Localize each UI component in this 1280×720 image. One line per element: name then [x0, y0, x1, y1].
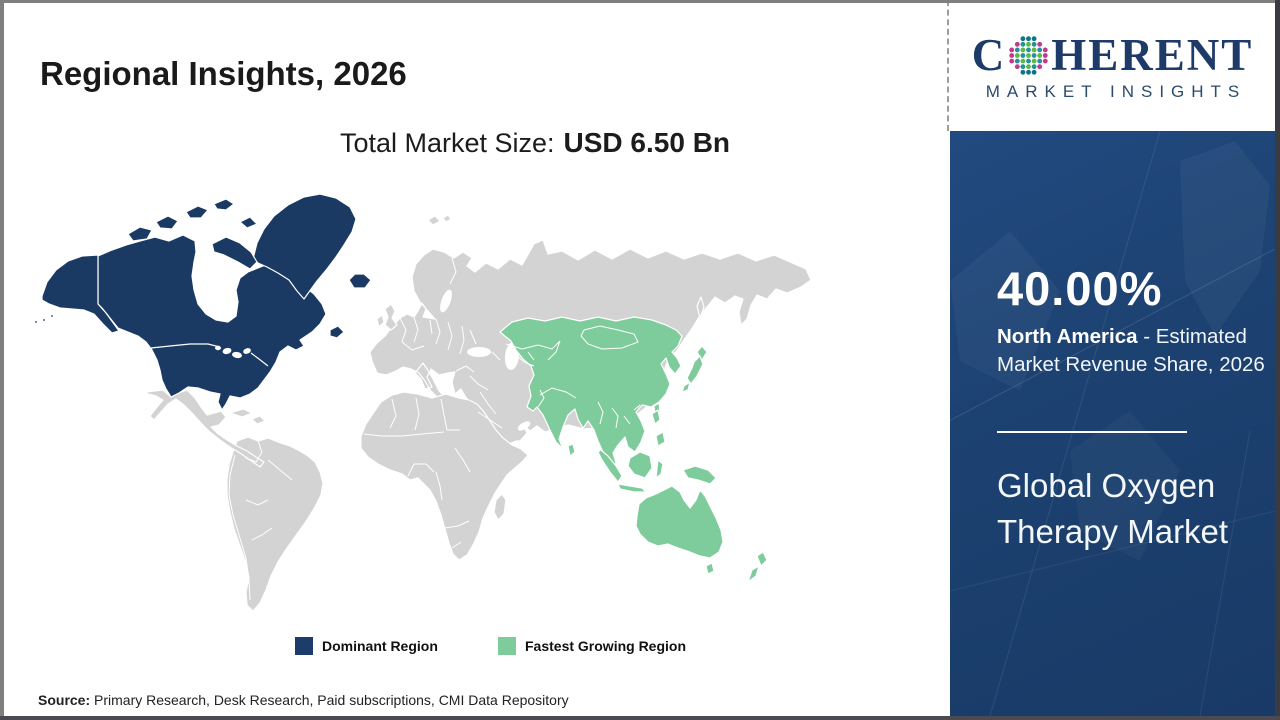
total-market-size: Total Market Size: USD 6.50 Bn	[120, 127, 950, 159]
brand-prefix: C	[971, 29, 1007, 80]
frame-border-top	[0, 0, 1280, 3]
great-lake	[222, 347, 232, 355]
frame-border-bottom	[0, 716, 1280, 720]
dominant-region-swatch	[295, 637, 313, 655]
brand-suffix: HERENT	[1051, 29, 1254, 80]
philippines-mindanao-shape	[655, 431, 666, 447]
arctic-island-shape	[127, 226, 153, 242]
map-legend: Dominant Region Fastest Growing Region	[0, 637, 950, 659]
aleutian-islet	[41, 317, 47, 323]
asia-mainland-shape	[499, 316, 683, 472]
page-title: Regional Insights, 2026	[40, 55, 407, 93]
dominant-region-label: Dominant Region	[322, 638, 438, 654]
alaska-shape	[41, 254, 120, 334]
newfoundland-shape	[329, 325, 345, 339]
great-lake	[243, 348, 251, 354]
japan-honshu-shape	[686, 355, 704, 385]
dotted-globe-icon	[1009, 35, 1048, 75]
north-america-details	[150, 343, 269, 367]
new-guinea-shape	[682, 465, 717, 485]
madagascar-shape	[493, 493, 507, 521]
aleutian-islet	[33, 319, 39, 325]
persian-gulf	[517, 421, 531, 431]
brand-wordmark: C HERENT	[971, 29, 1254, 80]
great-lake	[232, 351, 242, 359]
brand-tagline: MARKET INSIGHTS	[985, 81, 1247, 101]
highlight-sidebar: 40.00% North America - Estimated Market …	[950, 131, 1275, 716]
ireland-shape	[376, 314, 385, 328]
australia-shape	[635, 485, 724, 559]
philippines-luzon-shape	[651, 409, 661, 425]
legend-item-dominant: Dominant Region	[295, 637, 438, 655]
baffin-island-shape	[211, 236, 258, 270]
fastest-growing-region-label: Fastest Growing Region	[525, 638, 687, 654]
arctic-island-shape	[239, 216, 258, 229]
japan-kyushu-shape	[681, 381, 691, 393]
region-name: North America	[997, 325, 1138, 348]
country-borders	[228, 257, 503, 601]
tasmania-shape	[705, 562, 715, 575]
new-zealand-south-shape	[747, 565, 760, 583]
dashed-divider	[947, 0, 949, 131]
st-lawrence-border	[250, 352, 269, 367]
arctic-island-shape	[155, 215, 179, 230]
ellesmere-island-shape	[185, 205, 209, 219]
world-map	[33, 193, 812, 612]
source-text: Primary Research, Desk Research, Paid su…	[90, 692, 569, 708]
java-shape	[617, 483, 647, 493]
baltic-sea	[440, 289, 452, 313]
uk-shape	[384, 303, 398, 331]
region-north-america	[33, 193, 372, 411]
sumatra-shape	[597, 449, 623, 483]
brand-logo: C HERENT MARKET INSIGHTS	[950, 3, 1275, 131]
canada-usa-shape	[97, 234, 327, 411]
svalbard-shape	[427, 215, 441, 226]
sidebar-divider	[997, 431, 1187, 433]
mexico-central-america-shape	[145, 389, 265, 468]
source-label: Source:	[38, 692, 91, 708]
aleutian-islet	[49, 313, 55, 319]
legend-item-fastest-growing: Fastest Growing Region	[498, 637, 686, 655]
africa-shape	[360, 391, 529, 561]
greenland-shape	[252, 193, 357, 300]
source-line: Source: Primary Research, Desk Research,…	[38, 692, 569, 708]
fastest-growing-region-swatch	[498, 637, 516, 655]
asia-country-borders	[505, 325, 641, 429]
frame-border-right	[1275, 0, 1280, 720]
cuba-shape	[229, 408, 253, 418]
total-market-size-label: Total Market Size:	[339, 128, 555, 158]
arctic-islet-shape	[442, 214, 452, 223]
total-market-size-value: USD 6.50 Bn	[563, 127, 731, 158]
share-description-text: - Estimated Market Revenue Share, 2026	[997, 325, 1265, 376]
sidebar-texture	[950, 131, 1275, 716]
region-asia-pacific	[499, 316, 768, 583]
us-canada-border	[150, 343, 221, 349]
market-name: Global Oxygen Therapy Market	[997, 467, 1229, 550]
arctic-island-shape	[213, 198, 235, 211]
new-zealand-north-shape	[756, 551, 768, 567]
south-america-shape	[226, 436, 324, 612]
market-share-description: North America - Estimated Market Revenue…	[997, 323, 1265, 379]
sakhalin-shape	[696, 296, 705, 319]
frame-border-left	[0, 0, 4, 720]
sri-lanka-shape	[567, 443, 576, 457]
sulawesi-shape	[655, 459, 664, 479]
black-sea	[467, 347, 491, 357]
market-share-value: 40.00%	[997, 262, 1163, 315]
hispaniola-shape	[251, 415, 266, 425]
borneo-shape	[627, 451, 653, 479]
iceland-shape	[348, 273, 372, 289]
